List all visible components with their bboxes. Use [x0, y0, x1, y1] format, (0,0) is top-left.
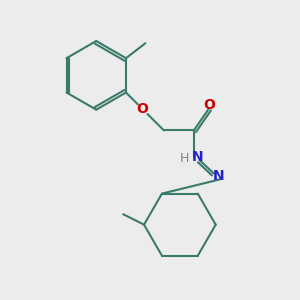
Text: N: N: [191, 150, 203, 164]
Text: H: H: [179, 152, 189, 165]
Text: N: N: [212, 169, 224, 183]
Text: O: O: [136, 102, 148, 116]
Text: O: O: [203, 98, 214, 112]
